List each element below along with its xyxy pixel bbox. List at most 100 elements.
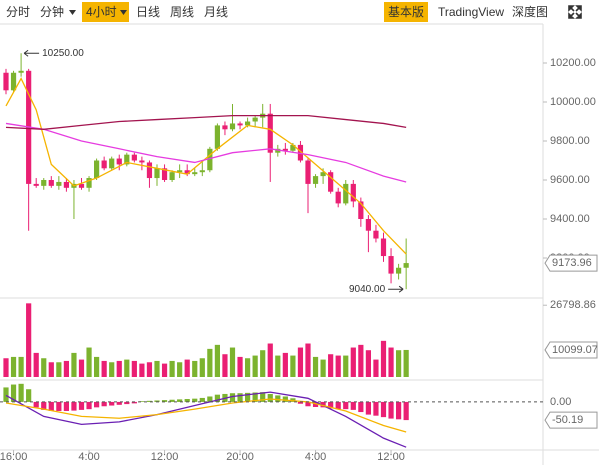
volume-bar [3,358,9,377]
candle-body [94,160,100,179]
tab[interactable]: 分时 [6,5,31,19]
tab[interactable]: 4小时 [82,2,129,22]
macd-bar [184,399,190,402]
annotation: 10250.00 [42,48,84,59]
volume-bar [10,356,17,377]
x-tick-label: 12:00 [151,451,179,463]
candle-body [192,172,198,175]
candle-body [365,219,371,231]
candle-body [18,70,24,73]
candle-body [350,183,356,202]
candle-body [199,170,205,173]
volume-bar [56,362,62,377]
x-tick-label: 12:00 [377,451,405,463]
candle-body [109,158,115,169]
volume-bar [86,347,92,377]
macd-bar [18,383,24,402]
volume-bar [207,348,213,377]
volume-bar [365,350,371,377]
macd-bar [343,401,349,410]
volume-bar [297,347,304,377]
macd-bar [139,401,145,402]
current-value-label: 10099.07 [552,344,598,356]
macd-bar [101,401,107,407]
candle-body [139,160,145,163]
macd-bar [161,400,168,402]
candle-body [207,148,213,171]
macd-bar [335,401,341,410]
macd-bar [146,400,153,402]
macd-line [5,391,407,448]
macd-bar [3,387,9,402]
volume-bar [237,356,243,377]
candle-body [358,201,364,219]
macd-bar [403,401,409,421]
macd-bar [56,401,62,411]
candle-body [33,183,39,186]
toolbar: 分时 分钟 4小时 日线 周线 月线 基本版 TradingView 深度图 [0,0,599,24]
volume-bar [358,344,364,377]
macd-bar [380,401,387,418]
tab[interactable]: 日线 [136,5,161,19]
macd-bar [71,401,77,411]
volume-bar [267,343,273,377]
macd-bar [41,401,47,410]
volume-bar [335,355,341,377]
macd-bar [26,389,32,402]
candle-body [237,123,243,126]
y-tick-label: 9600.00 [550,174,590,186]
volume-bar [396,350,402,377]
candle-body [312,176,319,184]
volume-bar [380,340,387,377]
volume-bar [116,360,122,377]
candle-body [3,72,9,91]
x-tick-label: 16:00 [0,451,27,463]
value-box [544,254,598,272]
volume-bar [260,350,266,377]
volume-bar [146,362,153,377]
y-tick-label: 0.00 [550,396,571,408]
volume-bar [161,363,168,377]
y-tick-label: 9400.00 [550,213,590,225]
candle-body [63,181,69,188]
volume-bar [124,359,130,377]
annotation-arrow [388,285,404,293]
macd-bar [229,393,236,402]
candle-body [267,113,273,153]
candle-body [380,238,387,257]
ma-line [5,77,407,255]
volume-bar [282,352,288,377]
volume-bar [48,362,54,377]
tab[interactable]: 深度图 [512,5,549,19]
current-value-label: -50.19 [552,414,583,426]
ma-line [5,115,407,130]
candle-body [328,172,334,192]
y-tick-label: 10000.00 [550,96,596,108]
macd-bar [116,401,122,405]
macd-bar [305,401,311,407]
candle-body [275,148,281,153]
tab[interactable]: 周线 [170,5,195,19]
macd-bar [237,393,243,402]
macd-bar [207,396,213,402]
tab[interactable]: TradingView [438,5,505,19]
tab[interactable]: 分钟 [40,5,65,19]
macd-bar [365,401,371,415]
volume-bar [154,360,160,377]
expand-icon[interactable] [568,5,582,19]
tab[interactable]: 基本版 [384,2,429,22]
volume-bar [214,344,220,377]
macd-bar [199,397,205,402]
dropdown-arrow [120,10,127,15]
annotation-arrow [23,49,40,57]
y-tick-label: 26798.86 [550,299,596,311]
macd-bar [373,401,379,416]
value-box [544,411,598,429]
tab[interactable]: 月线 [204,5,229,19]
candle-body [161,168,168,180]
candle-body [305,160,311,184]
candle-body [41,180,47,186]
candle-body [48,180,54,186]
macd-bar [109,401,115,406]
macd-bar [124,401,130,405]
